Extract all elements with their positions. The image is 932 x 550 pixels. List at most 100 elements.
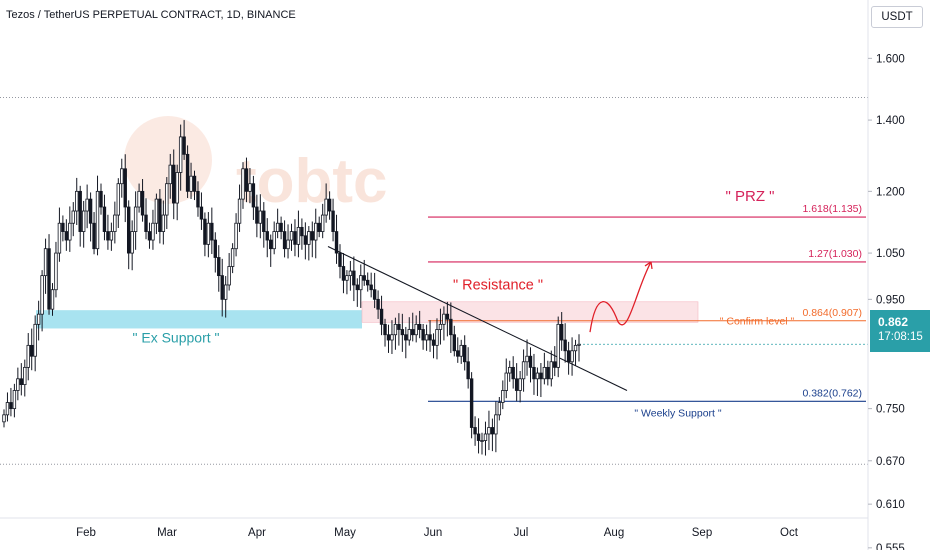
candle: [12, 383, 17, 418]
candle: [282, 220, 287, 258]
candle-body: [376, 298, 380, 310]
candle-body: [314, 222, 318, 241]
candle: [255, 194, 259, 238]
candle-body: [165, 183, 169, 216]
candle: [563, 323, 567, 363]
candle-body: [26, 344, 30, 368]
countdown-timer: 17:08:15: [878, 331, 923, 343]
candle-body: [466, 361, 470, 380]
candle-body: [158, 198, 162, 232]
candle-body: [9, 402, 13, 410]
candle-body: [348, 270, 353, 277]
candle: [573, 339, 578, 366]
candle-body: [397, 323, 401, 330]
candle: [237, 184, 242, 232]
candle-body: [355, 284, 360, 291]
candle-body: [400, 329, 405, 336]
candle-body: [178, 136, 183, 173]
candle-body: [504, 372, 508, 391]
candle-body: [47, 248, 51, 310]
candle: [192, 170, 197, 201]
candle-body: [286, 239, 290, 250]
candle: [556, 316, 560, 378]
candle: [431, 333, 436, 359]
candle: [473, 416, 477, 446]
candle: [279, 216, 283, 240]
candle-body: [317, 222, 321, 232]
candle-body: [78, 190, 82, 232]
candle: [223, 276, 228, 318]
candle-body: [255, 206, 259, 224]
candle: [147, 222, 152, 249]
candle-body: [428, 334, 432, 341]
candle: [348, 260, 353, 291]
candle-body: [168, 164, 172, 185]
candle-body: [50, 289, 55, 310]
candle: [341, 253, 346, 294]
candle: [203, 212, 207, 257]
candle-body: [469, 378, 474, 428]
candle: [542, 352, 547, 385]
candle: [133, 191, 138, 250]
candle-body: [539, 372, 543, 380]
candle: [386, 324, 391, 353]
candle: [466, 347, 470, 389]
candle-body: [390, 334, 394, 341]
candle: [559, 312, 564, 351]
candle: [407, 317, 411, 346]
candle: [390, 320, 394, 354]
candle-body: [12, 390, 17, 410]
y-tick-label: 0.670: [876, 456, 905, 468]
candle: [61, 215, 65, 242]
candle-body: [123, 168, 127, 208]
candle-body: [54, 252, 58, 291]
y-tick-label: 0.555: [876, 543, 905, 550]
candle: [81, 200, 86, 248]
candle: [469, 372, 474, 439]
candle: [480, 432, 484, 455]
candle-body: [113, 214, 117, 232]
candle: [327, 191, 332, 220]
candle-body: [33, 323, 37, 357]
candle: [64, 219, 69, 251]
candle-body: [393, 323, 398, 336]
y-tick-label: 0.750: [876, 404, 905, 416]
fib-level-label: 1.618(1.135): [802, 203, 862, 215]
candle: [248, 168, 252, 204]
candle: [462, 335, 467, 371]
candle-body: [282, 231, 287, 250]
candle-body: [407, 329, 411, 341]
annotation-label: " Weekly Support ": [634, 408, 721, 420]
candle-body: [203, 218, 207, 245]
y-tick-label: 1.600: [876, 53, 905, 65]
candle-body: [334, 231, 339, 254]
x-tick-label: Sep: [692, 527, 712, 539]
candle-body: [61, 222, 65, 232]
candle: [213, 232, 217, 273]
candle: [310, 221, 314, 258]
x-tick-label: Jul: [514, 527, 529, 539]
candle: [19, 363, 24, 396]
candle-body: [511, 366, 515, 380]
candle: [366, 272, 370, 292]
candle: [359, 264, 363, 308]
candle-body: [102, 206, 107, 232]
candle-body: [92, 222, 96, 250]
candle: [303, 222, 308, 260]
y-tick-label: 1.050: [876, 248, 905, 260]
candle-body: [137, 190, 141, 208]
arrow-head-icon: [644, 261, 653, 270]
candle: [383, 318, 387, 347]
candle-body: [331, 210, 335, 232]
candle-body: [99, 190, 103, 208]
candle: [400, 313, 405, 352]
candle-body: [421, 329, 425, 341]
candle-body: [88, 198, 93, 224]
candle: [286, 224, 290, 259]
candle: [196, 181, 200, 217]
currency-button[interactable]: USDT: [871, 6, 923, 28]
candle: [532, 353, 536, 395]
candle: [165, 177, 169, 230]
candle: [535, 367, 540, 396]
